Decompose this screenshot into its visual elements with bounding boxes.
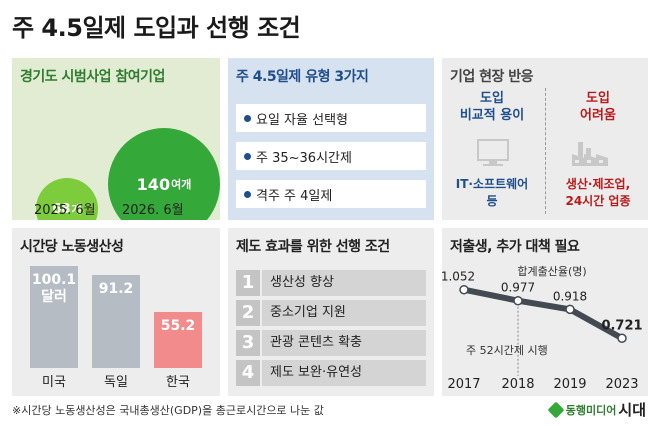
condition-text: 제도 보완·유연성 xyxy=(262,360,426,386)
logo-small-text: 동행미디어 xyxy=(565,403,617,417)
condition-number: 4 xyxy=(236,360,260,386)
heading-line: 어려움 xyxy=(580,108,616,123)
publisher-logo: 동행미디어 시대 xyxy=(547,399,646,420)
monitor-icon xyxy=(477,139,509,166)
easy-heading: 도입 비교적 용이 xyxy=(442,90,542,124)
data-point xyxy=(513,295,523,306)
x-tick-label: 2018 xyxy=(501,377,534,392)
field-reaction-panel: 기업 현장 반응 도입 비교적 용이 도입 어려움 IT·소프트웨어 등 생산·… xyxy=(442,58,648,220)
series-line xyxy=(461,286,625,342)
prerequisites-panel: 제도 효과를 위한 선행 조건 1 생산성 향상 2 중소기업 지원 3 관광 콘텐츠… xyxy=(228,228,434,396)
type-label: 격주 주 4일제 xyxy=(256,188,333,204)
bar xyxy=(92,275,140,368)
bubble-2025: 68 개 xyxy=(36,178,98,220)
panel-title: 주 4.5일제 유형 3가지 xyxy=(236,69,369,85)
y-axis-label: 합계출산율(명) xyxy=(517,265,586,278)
date-label: 2025. 6월 xyxy=(34,203,96,218)
bar-category-label: 미국 xyxy=(42,375,66,390)
condition-item: 4 제도 보완·유연성 xyxy=(236,360,426,386)
logo-big-text: 시대 xyxy=(618,401,646,419)
data-label: 0.721 xyxy=(601,318,642,333)
data-label: 0.918 xyxy=(553,289,587,303)
type-label: 주 35~36시간제 xyxy=(256,150,352,166)
fertility-line-chart: 합계출산율(명) 주 52시간제 시행 1.052 0.977 0.918 0.721 20… xyxy=(442,265,643,392)
factory-icon xyxy=(572,142,608,166)
condition-item: 2 중소기업 지원 xyxy=(236,300,426,326)
heading-line: 비교적 용이 xyxy=(459,108,525,123)
bar-value-label: 55.2 xyxy=(160,318,196,334)
data-label: 0.977 xyxy=(501,281,535,295)
chart-title: 시간당 노동생산성 xyxy=(20,239,124,255)
bar-category-label: 한국 xyxy=(166,375,190,390)
condition-text: 관광 콘텐츠 확충 xyxy=(262,330,426,356)
bullet-icon xyxy=(244,114,251,122)
type-label: 요일 자율 선택형 xyxy=(256,112,348,128)
easy-industries: IT·소프트웨어 등 xyxy=(442,176,542,210)
policy-annotation: 주 52시간제 시행 xyxy=(466,344,548,357)
type-item: 격주 주 4일제 xyxy=(236,180,426,208)
data-point xyxy=(617,333,627,344)
x-tick-label: 2019 xyxy=(553,377,586,392)
bar-unit-label: 달러 xyxy=(41,289,67,305)
footer-line: 생산·제조업, xyxy=(565,177,631,191)
bar-category-label: 독일 xyxy=(104,375,128,390)
heading-line: 도입 xyxy=(586,91,610,106)
condition-text: 중소기업 지원 xyxy=(262,300,426,326)
bar-value-label: 91.2 xyxy=(98,281,134,297)
type-item: 요일 자율 선택형 xyxy=(236,104,426,132)
data-point xyxy=(565,304,575,315)
bullet-icon xyxy=(244,152,251,160)
hard-industries: 생산·제조업, 24시간 업종 xyxy=(548,176,648,210)
panel-title: 기업 현장 반응 xyxy=(450,69,534,85)
condition-number: 2 xyxy=(236,300,260,326)
bubble-2026: 140 여개 xyxy=(108,128,220,220)
data-point xyxy=(459,284,469,295)
bubble-unit: 여개 xyxy=(171,178,192,191)
footer-line: 24시간 업종 xyxy=(565,194,631,208)
work-types-panel: 주 4.5일제 유형 3가지 요일 자율 선택형 주 35~36시간제 격주 주… xyxy=(228,58,434,220)
panel-title: 경기도 시범사업 참여기업 xyxy=(20,69,165,85)
panel-title: 제도 효과를 위한 선행 조건 xyxy=(236,239,390,255)
condition-number: 1 xyxy=(236,270,260,296)
footer-line: IT·소프트웨어 xyxy=(455,177,529,191)
x-tick-label: 2023 xyxy=(605,377,638,392)
logo-icon xyxy=(547,401,565,418)
divider xyxy=(545,88,546,214)
date-label: 2026. 6월 xyxy=(122,203,184,218)
bubble-value: 140 xyxy=(136,174,171,194)
page-title: 주 4.5일제 도입과 선행 조건 xyxy=(12,14,301,42)
condition-number: 3 xyxy=(236,330,260,356)
fertility-chart-panel: 저출생, 추가 대책 필요 합계출산율(명) 주 52시간제 시행 1.052 0.9… xyxy=(442,228,648,396)
footnote: ※시간당 노동생산성은 국내총생산(GDP)을 총근로시간으로 나눈 값 xyxy=(12,404,324,417)
bubble-value: 68 xyxy=(52,201,71,217)
x-tick-label: 2017 xyxy=(447,377,480,392)
bubble-unit: 개 xyxy=(71,203,82,216)
reaction-icons xyxy=(477,139,608,166)
bar xyxy=(154,312,202,368)
type-item: 주 35~36시간제 xyxy=(236,142,426,170)
bar-value-label: 100.1 xyxy=(31,272,77,288)
heading-line: 도입 xyxy=(480,91,504,106)
bullet-icon xyxy=(244,190,251,198)
footer-line: 등 xyxy=(486,194,498,208)
bar xyxy=(30,266,78,368)
hard-heading: 도입 어려움 xyxy=(548,90,648,124)
condition-item: 3 관광 콘텐츠 확충 xyxy=(236,330,426,356)
condition-text: 생산성 향상 xyxy=(262,270,426,296)
chart-title: 저출생, 추가 대책 필요 xyxy=(450,239,580,255)
pilot-companies-panel: 경기도 시범사업 참여기업 68 개 140 여개 2025. 6월 2026. 6… xyxy=(12,58,220,220)
condition-item: 1 생산성 향상 xyxy=(236,270,426,296)
data-label: 1.052 xyxy=(442,270,475,284)
